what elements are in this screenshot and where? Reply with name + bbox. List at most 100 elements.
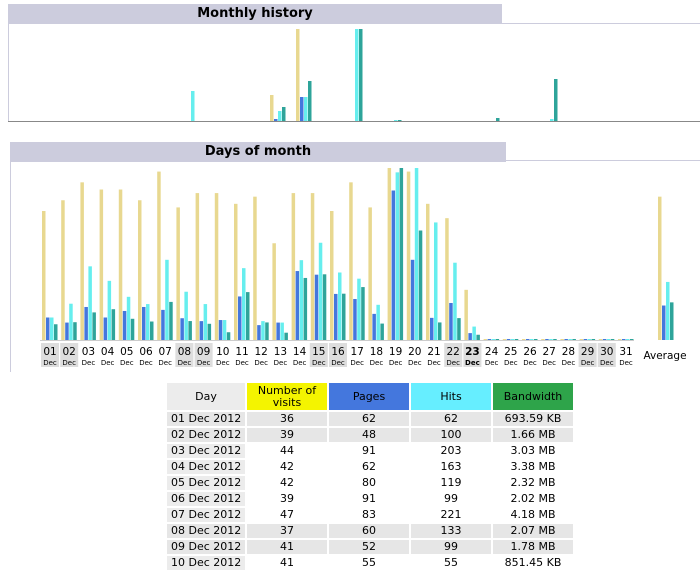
- days-of-month-frame: [10, 162, 11, 372]
- day-bar-pages: [410, 259, 415, 340]
- monthly-bar-bandwidth: [359, 29, 363, 121]
- day-bar-bandwidth: [399, 168, 404, 340]
- cell-day: 07 Dec 2012: [167, 508, 245, 522]
- day-bar-bandwidth: [188, 321, 192, 340]
- weekend-label-bg: [329, 343, 347, 367]
- cell-pages: 60: [329, 524, 409, 538]
- cell-bandwidth: 1.78 MB: [493, 540, 573, 554]
- day-bar-visits: [522, 339, 526, 340]
- cell-hits: 133: [411, 524, 491, 538]
- day-bar-pages: [526, 339, 530, 340]
- day-bar-pages: [218, 320, 223, 340]
- cell-bandwidth: 3.03 MB: [493, 444, 573, 458]
- monthly-bar-hits: [355, 29, 359, 121]
- cell-hits: 99: [411, 540, 491, 554]
- day-bar-bandwidth: [514, 339, 519, 340]
- monthly-bar-hits: [304, 97, 308, 121]
- monthly-bar-pages: [274, 119, 278, 121]
- day-bar-pages: [276, 322, 280, 340]
- day-label: 21: [427, 346, 440, 358]
- month-label: Dec: [178, 359, 192, 367]
- month-label: Dec: [62, 359, 76, 367]
- day-bar-hits: [280, 322, 284, 340]
- monthly-bar-bandwidth: [398, 120, 402, 121]
- day-bar-bandwidth: [534, 339, 538, 340]
- monthly-bar-bandwidth: [308, 81, 312, 121]
- day-bar-visits: [61, 200, 65, 340]
- day-label: 16: [331, 346, 345, 358]
- day-label: 14: [293, 346, 307, 358]
- day-bar-hits: [242, 268, 246, 340]
- day-bar-bandwidth: [438, 322, 442, 340]
- cell-visits: 41: [247, 540, 327, 554]
- day-bar-pages: [257, 325, 261, 340]
- day-bar-hits: [395, 172, 400, 340]
- day-label: 15: [312, 346, 325, 358]
- day-bar-pages: [142, 306, 146, 340]
- day-bar-hits: [184, 291, 188, 340]
- cell-day: 02 Dec 2012: [167, 428, 245, 442]
- day-bar-hits: [491, 339, 496, 340]
- weekend-label-bg: [444, 343, 463, 367]
- month-label: Dec: [312, 359, 326, 367]
- day-bar-hits: [357, 278, 361, 340]
- month-label: Dec: [389, 359, 403, 367]
- day-bar-bandwidth: [361, 287, 365, 340]
- day-bar-visits: [234, 203, 238, 340]
- day-label: 19: [389, 346, 402, 358]
- day-bar-visits: [368, 207, 372, 340]
- month-label: Dec: [619, 359, 633, 367]
- day-bar-bandwidth: [130, 318, 135, 340]
- day-bar-pages: [295, 271, 300, 340]
- table-row: 02 Dec 2012 39 48 100 1.66 MB: [167, 428, 573, 442]
- table-row: 10 Dec 2012 41 55 55 851.45 KB: [167, 556, 573, 570]
- day-bar-visits: [445, 218, 449, 340]
- table-row: 06 Dec 2012 39 91 99 2.02 MB: [167, 492, 573, 506]
- cell-bandwidth: 1.66 MB: [493, 428, 573, 442]
- monthly-history-frame: [8, 24, 9, 122]
- day-bar-bandwidth: [380, 323, 384, 340]
- day-bar-pages: [506, 339, 511, 340]
- day-bar-bandwidth: [476, 334, 480, 340]
- day-bar-pages: [46, 317, 50, 340]
- day-bar-pages: [564, 339, 568, 340]
- monthly-bar-pages: [300, 97, 304, 121]
- cell-pages: 55: [329, 556, 409, 570]
- monthly-bar-hits: [394, 120, 398, 121]
- day-bar-pages: [122, 310, 127, 340]
- day-bar-hits: [549, 339, 553, 340]
- cell-day: 05 Dec 2012: [167, 476, 245, 490]
- cell-bandwidth: 4.18 MB: [493, 508, 573, 522]
- weekend-label-bg: [175, 343, 194, 367]
- day-bar-pages: [391, 190, 396, 340]
- day-bar-bandwidth: [572, 339, 576, 340]
- cell-hits: 119: [411, 476, 491, 490]
- cell-pages: 62: [329, 460, 409, 474]
- day-bar-hits: [510, 339, 515, 340]
- table-body: 01 Dec 2012 36 62 62 693.59 KB 02 Dec 2012 39 4…: [167, 412, 573, 570]
- day-bar-pages: [84, 306, 88, 340]
- cell-pages: 48: [329, 428, 409, 442]
- weekend-label-bg: [41, 343, 59, 367]
- cell-visits: 36: [247, 412, 327, 426]
- cell-day: 01 Dec 2012: [167, 412, 245, 426]
- day-bar-visits: [406, 171, 411, 340]
- day-bar-bandwidth: [207, 323, 212, 340]
- day-bar-visits: [118, 189, 123, 340]
- day-bar-pages: [238, 296, 242, 340]
- day-label: 09: [197, 346, 210, 358]
- cell-day: 09 Dec 2012: [167, 540, 245, 554]
- header-visits: Number of visits: [247, 383, 327, 410]
- day-bar-visits: [598, 339, 603, 340]
- day-bar-pages: [430, 317, 434, 340]
- day-label: 30: [600, 346, 613, 358]
- cell-visits: 42: [247, 460, 327, 474]
- cell-visits: 47: [247, 508, 327, 522]
- month-label: Dec: [600, 359, 614, 367]
- header-day: Day: [167, 383, 245, 410]
- day-bar-pages: [103, 317, 108, 340]
- cell-pages: 91: [329, 492, 409, 506]
- monthly-history-rule: [502, 23, 700, 24]
- day-bar-visits: [426, 203, 430, 340]
- day-label: 27: [543, 346, 556, 358]
